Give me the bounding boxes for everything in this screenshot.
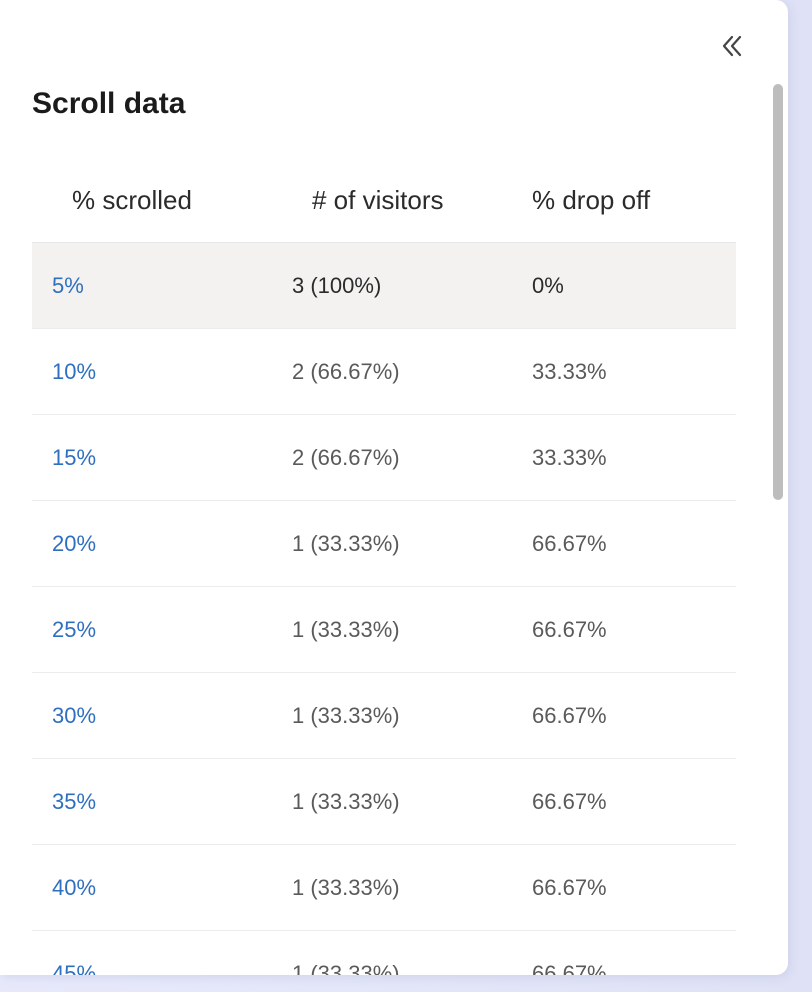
cell-scrolled-link[interactable]: 20% bbox=[52, 530, 97, 556]
cell-visitors: 1 (33.33%) bbox=[292, 874, 400, 900]
cell-scrolled-link[interactable]: 5% bbox=[52, 272, 84, 298]
cell-visitors: 1 (33.33%) bbox=[292, 960, 400, 976]
cell-drop-off: 66.67% bbox=[532, 702, 607, 728]
cell-visitors: 1 (33.33%) bbox=[292, 616, 400, 642]
panel-title: Scroll data bbox=[32, 87, 186, 120]
cell-scrolled-link[interactable]: 35% bbox=[52, 788, 97, 814]
cell-drop-off: 66.67% bbox=[532, 788, 607, 814]
cell-visitors: 3 (100%) bbox=[292, 272, 382, 298]
cell-scrolled-link[interactable]: 45% bbox=[52, 960, 97, 976]
table-header: % scrolled # of visitors % drop off bbox=[32, 158, 736, 243]
cell-drop-off: 33.33% bbox=[532, 444, 607, 470]
cell-visitors: 1 (33.33%) bbox=[292, 530, 400, 556]
cell-scrolled-link[interactable]: 15% bbox=[52, 444, 97, 470]
table-row[interactable]: 45% 1 (33.33%) 66.67% bbox=[32, 931, 736, 976]
cell-drop-off: 66.67% bbox=[532, 960, 607, 976]
scrollbar-thumb[interactable] bbox=[773, 84, 783, 500]
table-row[interactable]: 10% 2 (66.67%) 33.33% bbox=[32, 329, 736, 415]
column-header-scrolled[interactable]: % scrolled bbox=[72, 185, 192, 215]
collapse-panel-button[interactable] bbox=[714, 30, 750, 66]
cell-drop-off: 66.67% bbox=[532, 530, 607, 556]
table-row[interactable]: 25% 1 (33.33%) 66.67% bbox=[32, 587, 736, 673]
table-row[interactable]: 30% 1 (33.33%) 66.67% bbox=[32, 673, 736, 759]
cell-scrolled-link[interactable]: 10% bbox=[52, 358, 97, 384]
cell-drop-off: 33.33% bbox=[532, 358, 607, 384]
scroll-data-table: % scrolled # of visitors % drop off 5% 3 … bbox=[32, 158, 736, 975]
scroll-data-panel: Scroll data % scrolled # of visitors % d… bbox=[0, 0, 788, 975]
cell-drop-off: 66.67% bbox=[532, 616, 607, 642]
cell-visitors: 2 (66.67%) bbox=[292, 444, 400, 470]
cell-scrolled-link[interactable]: 25% bbox=[52, 616, 97, 642]
table-row[interactable]: 5% 3 (100%) 0% bbox=[32, 243, 736, 329]
cell-visitors: 2 (66.67%) bbox=[292, 358, 400, 384]
cell-scrolled-link[interactable]: 40% bbox=[52, 874, 97, 900]
cell-scrolled-link[interactable]: 30% bbox=[52, 702, 97, 728]
table-body: 5% 3 (100%) 0% 10% 2 (66.67%) 33.33% 15% 2 (66.… bbox=[32, 243, 736, 975]
cell-drop-off: 0% bbox=[532, 272, 564, 298]
table-row[interactable]: 15% 2 (66.67%) 33.33% bbox=[32, 415, 736, 501]
double-chevron-left-icon bbox=[719, 33, 745, 64]
column-header-drop-off[interactable]: % drop off bbox=[532, 185, 651, 215]
column-header-visitors[interactable]: # of visitors bbox=[312, 185, 444, 215]
table-row[interactable]: 35% 1 (33.33%) 66.67% bbox=[32, 759, 736, 845]
cell-visitors: 1 (33.33%) bbox=[292, 788, 400, 814]
table-row[interactable]: 20% 1 (33.33%) 66.67% bbox=[32, 501, 736, 587]
cell-drop-off: 66.67% bbox=[532, 874, 607, 900]
table-row[interactable]: 40% 1 (33.33%) 66.67% bbox=[32, 845, 736, 931]
vertical-scrollbar[interactable] bbox=[771, 84, 785, 964]
cell-visitors: 1 (33.33%) bbox=[292, 702, 400, 728]
